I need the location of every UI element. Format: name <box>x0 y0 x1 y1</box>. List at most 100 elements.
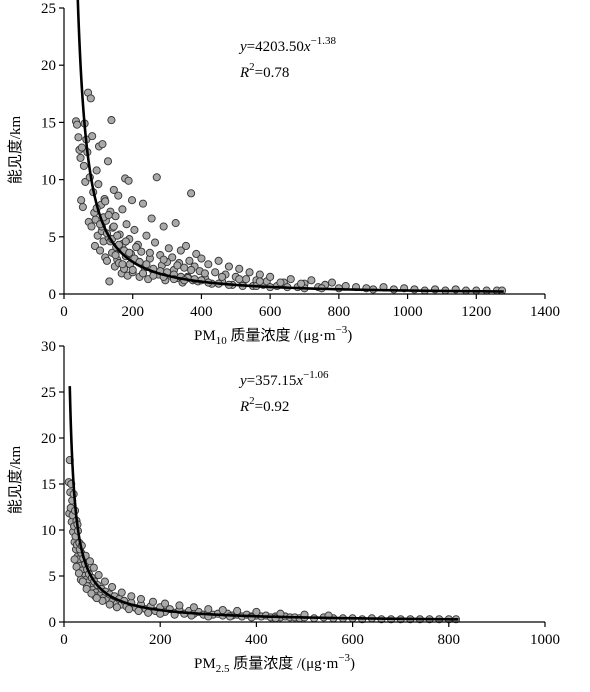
data-point <box>117 588 126 597</box>
data-point <box>100 577 109 586</box>
data-point <box>130 225 139 234</box>
data-point <box>77 196 86 205</box>
x-tick-label: 0 <box>60 632 68 648</box>
y-tick-label: 5 <box>49 569 57 585</box>
data-point <box>94 571 103 580</box>
data-point <box>173 261 182 270</box>
y-tick-label: 10 <box>41 173 56 189</box>
data-point <box>197 254 206 263</box>
data-point <box>159 255 168 264</box>
data-point <box>152 173 161 182</box>
data-point <box>113 231 122 240</box>
y-ticks-pm10: 0 5 10 15 20 25 <box>41 1 64 303</box>
x-ticks-pm10: 0 200 400 600 800 1000 1200 1400 <box>60 294 560 320</box>
data-point <box>109 222 118 231</box>
data-point <box>128 265 137 275</box>
data-point <box>204 260 213 269</box>
data-point <box>78 577 87 586</box>
data-point <box>89 563 98 572</box>
data-point <box>235 275 244 284</box>
x-axis-title-pm10: PM10 质量浓度 /(μg·m−3) <box>194 324 352 347</box>
data-point <box>217 272 227 281</box>
fit-curve-pm25 <box>68 386 459 621</box>
y-tick-label: 20 <box>41 431 56 447</box>
scatter-points-pm25 <box>64 456 461 624</box>
y-tick-label: 15 <box>41 115 56 131</box>
y-tick-label: 20 <box>41 58 56 74</box>
data-point <box>77 143 86 152</box>
y-tick-label: 5 <box>49 230 57 246</box>
x-tick-label: 1000 <box>393 304 423 320</box>
data-point <box>327 278 337 287</box>
x-tick-label: 800 <box>438 632 461 648</box>
data-point <box>192 249 201 259</box>
x-ticks-pm25: 0 200 400 600 800 1000 <box>60 622 560 648</box>
data-point <box>124 605 133 614</box>
data-point <box>132 243 141 252</box>
data-point <box>187 189 196 198</box>
data-point <box>76 153 85 162</box>
data-point <box>134 606 143 616</box>
data-point <box>105 277 114 286</box>
data-point <box>214 256 223 265</box>
data-point <box>255 277 264 286</box>
y-tick-label: 10 <box>41 523 56 539</box>
data-point <box>111 212 120 221</box>
x-tick-label: 400 <box>190 304 213 320</box>
y-ticks-pm25: 0 5 10 15 20 25 30 <box>41 339 64 631</box>
r-squared-pm10: R2=0.78 <box>239 61 289 81</box>
data-point <box>176 246 185 255</box>
data-point <box>242 275 251 284</box>
data-point <box>92 166 101 175</box>
data-point <box>211 268 220 277</box>
data-point <box>111 251 120 260</box>
data-point <box>233 606 242 616</box>
data-point <box>85 557 95 566</box>
data-point <box>88 132 97 141</box>
chart-pm25-visibility: 0 200 400 600 800 1000 0 5 10 15 20 25 30 y=357.15x… <box>7 339 560 675</box>
data-point <box>107 116 116 125</box>
data-point <box>118 260 127 269</box>
data-point <box>245 268 254 277</box>
data-point <box>104 211 113 220</box>
x-tick-label: 600 <box>259 304 282 320</box>
data-point <box>78 203 87 212</box>
data-point <box>127 196 137 205</box>
data-point <box>286 275 295 284</box>
data-point <box>297 279 306 288</box>
data-point <box>108 582 117 592</box>
data-point <box>307 276 316 285</box>
data-point <box>87 222 96 231</box>
data-point <box>200 269 209 278</box>
data-point <box>74 569 83 578</box>
y-tick-label: 30 <box>41 339 56 355</box>
data-point <box>266 272 275 281</box>
data-point <box>189 603 198 612</box>
data-point <box>118 205 127 214</box>
data-point <box>124 176 133 185</box>
data-point <box>86 94 95 103</box>
data-point <box>114 191 123 200</box>
data-point <box>235 264 244 273</box>
data-point <box>142 231 151 240</box>
data-point <box>150 238 160 247</box>
data-point <box>148 597 158 606</box>
data-point <box>102 256 111 265</box>
data-point <box>185 256 194 265</box>
x-tick-label: 1000 <box>530 632 560 648</box>
data-point <box>121 237 130 246</box>
data-point <box>180 263 189 272</box>
data-point <box>138 269 148 278</box>
y-tick-label: 0 <box>49 287 57 303</box>
equation-pm25: y=357.15x−1.06 <box>238 369 329 389</box>
y-tick-label: 0 <box>49 615 57 631</box>
y-tick-label: 25 <box>41 1 56 17</box>
x-tick-label: 200 <box>121 304 144 320</box>
data-point <box>159 222 168 231</box>
x-tick-label: 1400 <box>530 304 560 320</box>
data-point <box>168 253 177 262</box>
data-point <box>145 248 154 257</box>
data-point <box>218 605 227 615</box>
data-point <box>82 584 91 593</box>
